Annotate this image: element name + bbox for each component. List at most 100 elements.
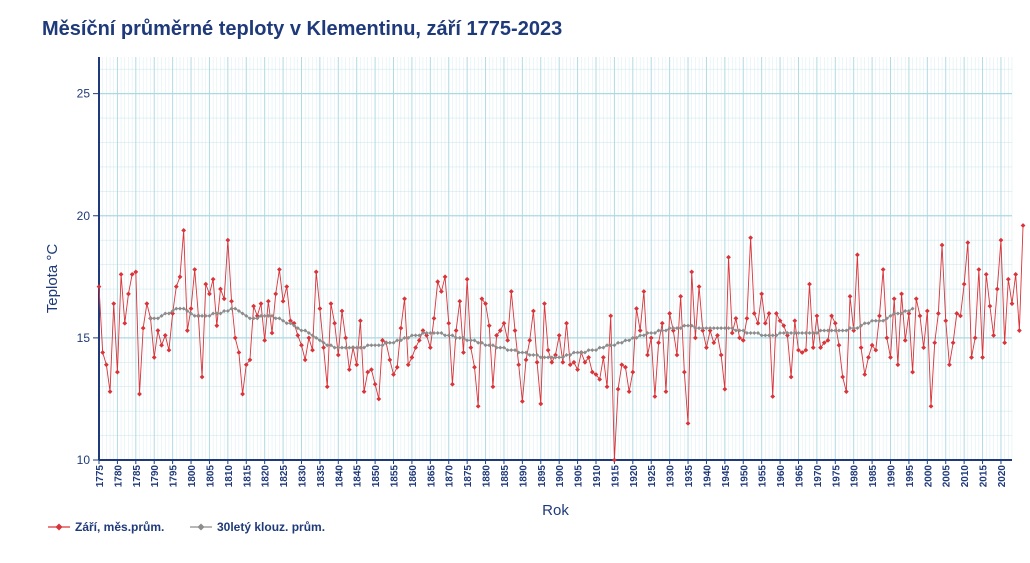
moving-average-point [310, 333, 315, 338]
moving-average-point [674, 326, 679, 331]
monthly-mean-point [188, 306, 194, 311]
monthly-mean-point [947, 362, 952, 368]
moving-average-point [251, 316, 256, 321]
monthly-mean-point [652, 394, 658, 399]
moving-average-point [454, 335, 459, 340]
monthly-mean-point [807, 281, 812, 287]
monthly-mean-point [972, 335, 978, 341]
moving-average-point [465, 338, 470, 343]
moving-average-point [851, 326, 856, 331]
monthly-mean-point [556, 333, 562, 338]
moving-average-point [332, 345, 337, 350]
monthly-mean-point [788, 374, 794, 380]
monthly-mean-point [630, 369, 636, 375]
monthly-mean-point [895, 362, 901, 368]
moving-average-point [240, 311, 245, 316]
x-tick-label: 1780 [113, 465, 124, 488]
moving-average-point [825, 328, 830, 333]
monthly-mean-point [221, 296, 227, 302]
monthly-mean-point [369, 367, 374, 373]
monthly-mean-point [505, 337, 511, 343]
moving-average-point [818, 328, 823, 333]
moving-average-point [538, 355, 543, 360]
monthly-mean-point [751, 311, 757, 316]
monthly-mean-point [759, 291, 765, 297]
x-tick-label: 1865 [426, 465, 437, 488]
moving-average-point [899, 311, 904, 316]
moving-average-point [741, 328, 746, 333]
monthly-mean-point [692, 335, 698, 341]
label-layer: 10 15 20 25 1775 1780 1785 1790 1795 1800 1805 1810… [44, 87, 1008, 519]
monthly-mean-point [600, 355, 606, 360]
monthly-mean-point [597, 377, 603, 382]
monthly-mean-point [877, 313, 882, 319]
x-tick-label: 1980 [850, 465, 861, 488]
moving-average-point [222, 309, 227, 314]
monthly-mean-point [740, 337, 746, 343]
monthly-mean-point [236, 350, 242, 355]
chart-title: Měsíční průměrné teploty v Klementinu, z… [42, 18, 563, 40]
monthly-mean-point [1002, 340, 1008, 346]
moving-average-point [601, 345, 606, 350]
monthly-mean-point [310, 347, 315, 353]
moving-average-point [811, 330, 816, 335]
moving-average-point [461, 335, 466, 340]
moving-average-point [479, 340, 484, 345]
x-tick-label: 1860 [408, 465, 419, 488]
axis-layer [93, 57, 1012, 464]
x-tick-label: 1870 [445, 465, 456, 488]
moving-average-point [255, 316, 260, 321]
moving-average-point [759, 333, 764, 338]
monthly-mean-point [737, 335, 742, 341]
moving-average-point [568, 352, 573, 357]
monthly-mean-point [785, 333, 790, 338]
moving-average-point [593, 348, 598, 353]
moving-average-point [630, 335, 635, 340]
monthly-mean-point [365, 369, 371, 375]
monthly-mean-point [567, 362, 573, 368]
x-tick-label: 1895 [537, 465, 548, 488]
y-axis-title: Teplota °C [44, 244, 61, 314]
moving-average-point [163, 311, 168, 316]
moving-average-point [807, 330, 812, 335]
monthly-mean-point [549, 359, 555, 365]
monthly-mean-point [958, 313, 963, 319]
monthly-mean-point [479, 296, 485, 302]
monthly-mean-point [781, 323, 787, 329]
monthly-mean-point [232, 335, 238, 341]
x-tick-label: 1855 [390, 465, 401, 488]
moving-average-point [351, 345, 356, 350]
moving-average-point [645, 330, 650, 335]
x-tick-label: 1845 [353, 465, 364, 488]
moving-average-point [369, 343, 374, 348]
moving-average-point [796, 330, 801, 335]
moving-average-point [888, 313, 893, 318]
moving-average-point [406, 335, 411, 340]
monthly-mean-point [858, 345, 864, 351]
monthly-mean-point [755, 320, 761, 326]
moving-average-point [233, 306, 238, 311]
monthly-mean-point [810, 345, 816, 351]
monthly-mean-point [339, 308, 345, 314]
moving-average-point [214, 311, 219, 316]
monthly-mean-point [902, 337, 908, 343]
monthly-mean-point [582, 359, 588, 365]
moving-average-point [244, 313, 249, 318]
moving-average-point [785, 330, 790, 335]
monthly-mean-point [696, 284, 702, 289]
monthly-mean-point [527, 337, 533, 343]
monthly-mean-point [965, 240, 971, 246]
moving-average-point [877, 318, 882, 323]
monthly-mean-point [409, 355, 415, 360]
moving-average-point [384, 340, 389, 345]
monthly-mean-point [276, 267, 282, 272]
monthly-mean-point [519, 398, 525, 404]
monthly-mean-point [534, 359, 540, 365]
moving-average-point [641, 333, 646, 338]
moving-average-point [413, 333, 418, 338]
moving-average-point [700, 326, 705, 331]
monthly-mean-point [475, 403, 481, 409]
monthly-mean-point [862, 372, 868, 377]
moving-average-point [557, 355, 562, 360]
monthly-mean-point [869, 342, 875, 348]
